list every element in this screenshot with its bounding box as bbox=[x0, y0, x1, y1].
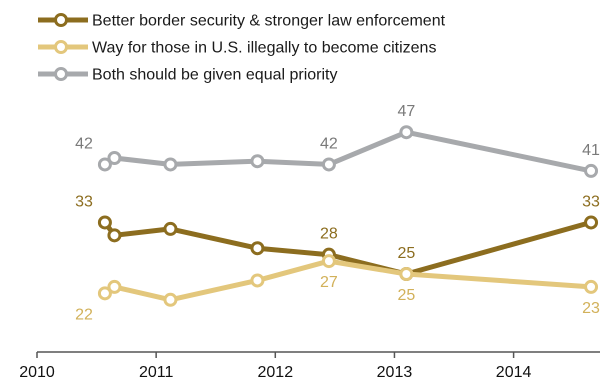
data-point bbox=[163, 221, 178, 236]
data-point bbox=[250, 154, 265, 169]
data-point bbox=[107, 151, 122, 165]
data-point bbox=[107, 279, 122, 294]
data-labels: 33 28 25 33 22 27 25 23 42 42 47 41 bbox=[75, 103, 600, 323]
data-point bbox=[107, 228, 122, 243]
data-point bbox=[97, 286, 112, 301]
legend-label: Way for those in U.S. illegally to becom… bbox=[92, 40, 436, 57]
data-point bbox=[97, 157, 112, 172]
x-tick-label: 2014 bbox=[496, 364, 532, 380]
series-line bbox=[102, 129, 594, 174]
data-label: 23 bbox=[582, 300, 600, 317]
series bbox=[97, 254, 599, 307]
data-point bbox=[97, 215, 112, 230]
data-point bbox=[399, 267, 414, 281]
data-label: 47 bbox=[397, 103, 415, 120]
data-label: 33 bbox=[582, 193, 600, 210]
data-label: 25 bbox=[397, 287, 415, 304]
data-label: 25 bbox=[397, 245, 415, 262]
legend-item: Better border security & stronger law en… bbox=[38, 13, 446, 30]
data-point bbox=[399, 125, 414, 140]
series bbox=[97, 125, 599, 178]
data-point bbox=[321, 254, 336, 269]
x-tick-label: 2013 bbox=[377, 364, 413, 380]
legend-swatch-marker bbox=[54, 13, 68, 27]
data-point bbox=[163, 292, 178, 307]
data-label: 27 bbox=[320, 274, 338, 291]
data-point bbox=[584, 163, 599, 178]
x-tick-label: 2010 bbox=[19, 364, 55, 380]
x-axis: 2010 2011 2012 2013 2014 bbox=[19, 351, 600, 380]
legend-label: Better border security & stronger law en… bbox=[92, 13, 446, 30]
data-label: 42 bbox=[75, 135, 93, 152]
data-label: 22 bbox=[75, 306, 93, 323]
data-point bbox=[163, 157, 178, 172]
data-point bbox=[584, 215, 599, 230]
x-tick-label: 2012 bbox=[258, 364, 294, 380]
legend-swatch-marker bbox=[54, 67, 68, 81]
legend-swatch-marker bbox=[54, 40, 68, 54]
data-label: 33 bbox=[75, 193, 93, 210]
data-label: 41 bbox=[582, 142, 600, 159]
series bbox=[97, 215, 599, 281]
data-label: 28 bbox=[320, 226, 338, 243]
legend-item: Way for those in U.S. illegally to becom… bbox=[38, 40, 436, 57]
data-label: 42 bbox=[320, 135, 338, 152]
legend-item: Both should be given equal priority bbox=[38, 67, 338, 84]
x-tick-label: 2011 bbox=[139, 364, 174, 380]
data-point bbox=[321, 157, 336, 172]
series-line bbox=[102, 258, 594, 303]
legend-label: Both should be given equal priority bbox=[92, 67, 338, 84]
series-layer bbox=[97, 125, 599, 307]
legend: Better border security & stronger law en… bbox=[38, 13, 446, 84]
data-point bbox=[250, 273, 265, 288]
data-point bbox=[250, 241, 265, 256]
data-point bbox=[584, 279, 599, 294]
